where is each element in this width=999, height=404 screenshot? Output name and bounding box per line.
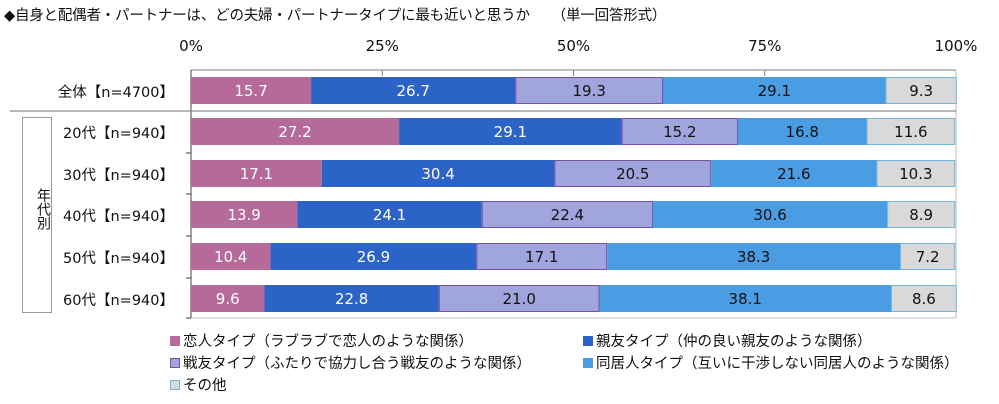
bar-segment	[554, 160, 712, 187]
bar-segment	[399, 118, 622, 145]
bar-segment	[737, 118, 867, 145]
data-label: 24.1	[373, 206, 406, 224]
chart-title-text: ◆自身と配偶者・パートナーは、どの夫婦・パートナータイプに最も近いと思うか	[4, 8, 530, 24]
legend-item: その他	[170, 374, 227, 395]
chart-subtitle: （単一回答形式）	[551, 8, 667, 24]
data-label: 9.3	[909, 82, 933, 100]
bar-segment	[887, 201, 956, 228]
data-label: 19.3	[572, 82, 605, 100]
legend-swatch	[170, 358, 180, 368]
data-label: 29.1	[758, 82, 791, 100]
data-label: 29.1	[494, 123, 527, 141]
data-label: 20.5	[616, 165, 649, 183]
data-label: 26.9	[357, 248, 390, 266]
data-label: 9.6	[216, 290, 240, 308]
bar-segment	[900, 243, 956, 270]
legend-label: 親友タイプ（仲の良い親友のような関係）	[596, 334, 872, 350]
bar-segment	[481, 201, 654, 228]
data-label: 21.6	[777, 165, 810, 183]
category-label: 50代【n=940】	[63, 251, 174, 267]
bar-segment	[711, 160, 877, 187]
data-label: 10.3	[899, 165, 932, 183]
data-label: 22.8	[335, 290, 368, 308]
data-label: 22.4	[551, 206, 584, 224]
data-label: 27.2	[278, 123, 311, 141]
legend-label: 同居人タイプ（互いに干渉しない同居人のような関係）	[596, 356, 959, 372]
age-group-box: 年代別	[22, 117, 52, 313]
legend-label: 戦友タイプ（ふたりで協力し合う戦友のような関係）	[183, 356, 531, 372]
bar-segment	[297, 201, 482, 228]
category-label: 40代【n=940】	[63, 209, 174, 225]
data-label: 16.8	[786, 123, 819, 141]
bar-segment	[270, 243, 477, 270]
bar-segment	[866, 118, 956, 145]
data-label: 15.2	[663, 123, 696, 141]
category-label: 全体【n=4700】	[57, 85, 174, 101]
bar-segment	[191, 285, 265, 312]
category-label: 30代【n=940】	[63, 168, 174, 184]
legend-swatch	[583, 358, 593, 368]
data-label: 8.6	[912, 290, 936, 308]
bar-segment	[663, 77, 886, 104]
x-tick-label: 0%	[179, 37, 203, 55]
bar-segment	[653, 201, 888, 228]
bar-segment	[599, 285, 891, 312]
chart-title: ◆自身と配偶者・パートナーは、どの夫婦・パートナータイプに最も近いと思うか （単一…	[4, 4, 666, 25]
x-tick-label: 25%	[365, 37, 399, 55]
data-label: 13.9	[227, 206, 260, 224]
data-label: 17.1	[525, 248, 558, 266]
data-label: 10.4	[214, 248, 247, 266]
legend-swatch	[170, 336, 180, 346]
bar-segment	[515, 77, 664, 104]
x-tick-label: 50%	[556, 37, 591, 55]
legend-label: その他	[183, 378, 227, 394]
data-label: 38.1	[729, 290, 762, 308]
bar-segment	[438, 285, 600, 312]
data-label: 30.4	[421, 165, 454, 183]
bar-segment	[191, 118, 400, 145]
data-label: 15.7	[234, 82, 267, 100]
legend-label: 恋人タイプ（ラブラブで恋人のような関係）	[183, 334, 473, 350]
bar-segment	[191, 243, 271, 270]
bar-segment	[191, 201, 298, 228]
bar-segment	[621, 118, 738, 145]
bar-segment	[890, 285, 957, 312]
bar-segment	[885, 77, 957, 104]
bar-segment	[321, 160, 555, 187]
legend-item: 恋人タイプ（ラブラブで恋人のような関係）	[170, 330, 473, 351]
bar-segment	[311, 77, 516, 104]
legend-item: 親友タイプ（仲の良い親友のような関係）	[583, 330, 872, 351]
data-label: 21.0	[502, 290, 535, 308]
legend-item: 戦友タイプ（ふたりで協力し合う戦友のような関係）	[170, 352, 531, 373]
data-label: 8.9	[909, 206, 933, 224]
data-label: 17.1	[240, 165, 273, 183]
data-label: 26.7	[397, 82, 430, 100]
category-label: 60代【n=940】	[63, 293, 174, 309]
bar-segment	[264, 285, 439, 312]
bar-segment	[876, 160, 956, 187]
category-label: 20代【n=940】	[63, 126, 174, 142]
bar-segment	[607, 243, 901, 270]
data-label: 11.6	[894, 123, 927, 141]
data-label: 38.3	[737, 248, 770, 266]
data-label: 30.6	[753, 206, 786, 224]
data-label: 7.2	[916, 248, 940, 266]
x-tick-label: 100%	[934, 37, 978, 55]
legend-swatch	[170, 380, 180, 390]
legend-swatch	[583, 336, 593, 346]
bar-segment	[191, 77, 312, 104]
legend-item: 同居人タイプ（互いに干渉しない同居人のような関係）	[583, 352, 959, 373]
bar-segment	[476, 243, 608, 270]
x-tick-label: 75%	[748, 37, 782, 55]
bar-segment	[191, 160, 322, 187]
age-group-label: 年代別	[35, 188, 51, 230]
